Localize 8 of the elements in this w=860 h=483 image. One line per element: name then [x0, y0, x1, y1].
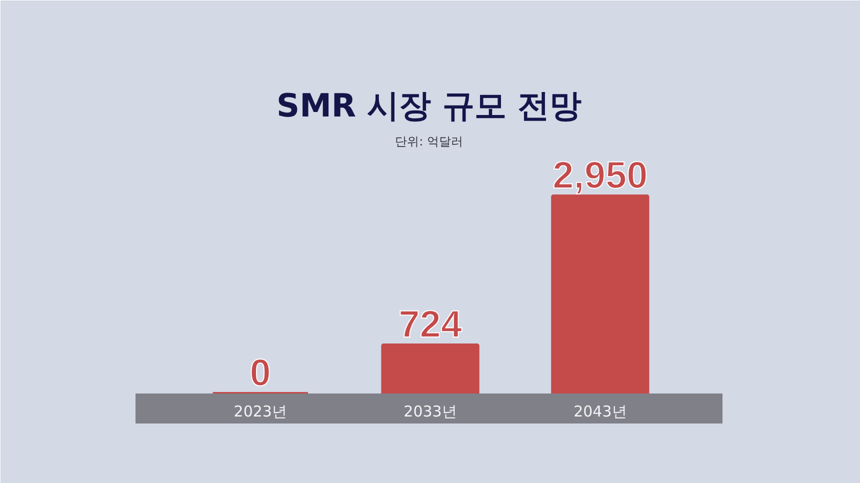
- data-label: 724: [398, 304, 462, 346]
- x-tick-label: 2033년: [404, 402, 457, 420]
- data-label: 0: [250, 352, 271, 394]
- chart-title: SMR 시장 규모 전망: [276, 86, 582, 124]
- chart-subtitle: 단위: 억달러: [395, 134, 463, 148]
- x-tick-label: 2043년: [574, 402, 627, 420]
- x-tick-label: 2023년: [234, 402, 287, 420]
- data-label: 2,950: [552, 154, 648, 197]
